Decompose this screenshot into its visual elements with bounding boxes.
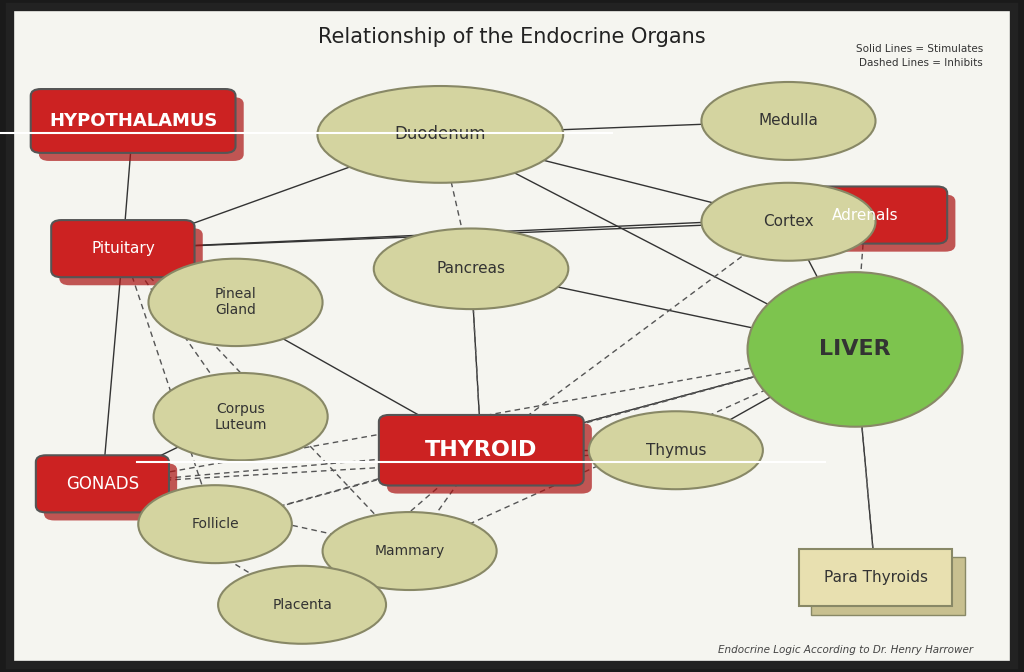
Text: Relationship of the Endocrine Organs: Relationship of the Endocrine Organs: [318, 27, 706, 47]
Text: Cortex: Cortex: [763, 214, 814, 229]
FancyBboxPatch shape: [799, 550, 952, 606]
Ellipse shape: [589, 411, 763, 489]
FancyBboxPatch shape: [39, 97, 244, 161]
Text: Adrenals: Adrenals: [831, 208, 899, 222]
Text: Corpus
Luteum: Corpus Luteum: [214, 402, 267, 431]
Text: LIVER: LIVER: [819, 339, 891, 360]
Ellipse shape: [148, 259, 323, 346]
Ellipse shape: [374, 228, 568, 309]
Ellipse shape: [701, 82, 876, 160]
FancyBboxPatch shape: [36, 456, 169, 512]
Ellipse shape: [748, 272, 963, 427]
FancyBboxPatch shape: [51, 220, 195, 277]
Text: Duodenum: Duodenum: [394, 126, 486, 143]
Text: Pineal
Gland: Pineal Gland: [215, 288, 256, 317]
FancyBboxPatch shape: [10, 7, 1014, 665]
Ellipse shape: [701, 183, 876, 261]
Text: Para Thyroids: Para Thyroids: [823, 571, 928, 585]
Text: HYPOTHALAMUS: HYPOTHALAMUS: [49, 112, 217, 130]
FancyBboxPatch shape: [387, 423, 592, 493]
FancyBboxPatch shape: [811, 558, 965, 614]
Ellipse shape: [218, 566, 386, 644]
FancyBboxPatch shape: [31, 89, 236, 153]
FancyBboxPatch shape: [44, 464, 177, 520]
Ellipse shape: [323, 512, 497, 590]
Text: Mammary: Mammary: [375, 544, 444, 558]
Ellipse shape: [154, 373, 328, 460]
Ellipse shape: [138, 485, 292, 563]
FancyBboxPatch shape: [59, 228, 203, 286]
Text: Follicle: Follicle: [191, 517, 239, 531]
FancyBboxPatch shape: [379, 415, 584, 485]
Text: Endocrine Logic According to Dr. Henry Harrower: Endocrine Logic According to Dr. Henry H…: [718, 645, 973, 655]
Text: Medulla: Medulla: [759, 114, 818, 128]
Text: Placenta: Placenta: [272, 598, 332, 612]
Ellipse shape: [317, 86, 563, 183]
Text: Pancreas: Pancreas: [436, 261, 506, 276]
FancyBboxPatch shape: [783, 186, 947, 243]
Text: Thymus: Thymus: [645, 443, 707, 458]
FancyBboxPatch shape: [792, 195, 955, 252]
Text: GONADS: GONADS: [66, 475, 139, 493]
Text: Pituitary: Pituitary: [91, 241, 155, 256]
Text: THYROID: THYROID: [425, 440, 538, 460]
Text: Solid Lines = Stimulates
Dashed Lines = Inhibits: Solid Lines = Stimulates Dashed Lines = …: [856, 44, 983, 68]
